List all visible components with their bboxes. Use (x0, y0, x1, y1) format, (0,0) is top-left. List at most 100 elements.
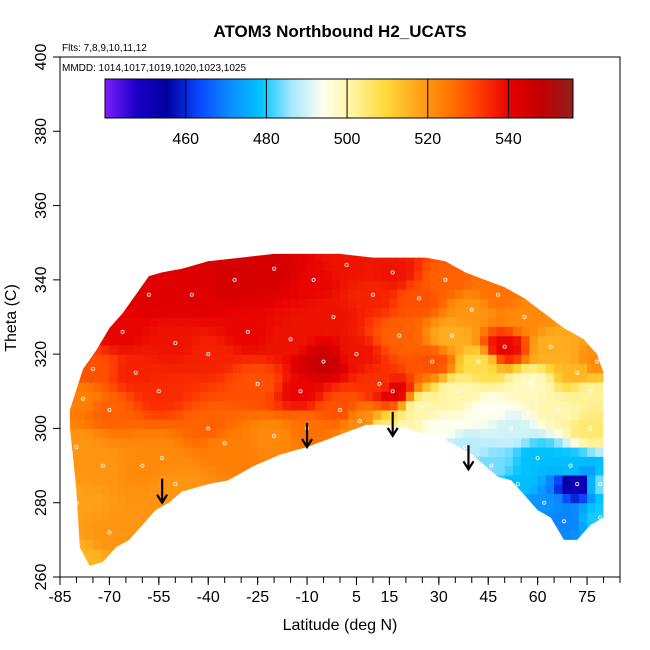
heatmap-cell (496, 530, 506, 541)
heatmap-cell (150, 549, 160, 559)
heatmap-cell (430, 363, 440, 374)
heatmap-cell (348, 298, 357, 309)
heatmap-cell (315, 465, 325, 476)
heatmap-cell (134, 261, 143, 272)
heatmap-cell (447, 243, 456, 253)
heatmap-cell (60, 549, 69, 559)
heatmap-cell (529, 400, 539, 411)
heatmap-cell (471, 298, 481, 309)
heatmap-cell (537, 521, 547, 532)
heatmap-cell (183, 298, 193, 309)
heatmap-cell (381, 391, 390, 402)
heatmap-cell (298, 428, 308, 439)
heatmap-cell (134, 363, 143, 374)
heatmap-cell (117, 279, 127, 290)
heatmap-cell (480, 419, 489, 429)
heatmap-cell (167, 372, 176, 383)
heatmap-cell (488, 270, 497, 281)
heatmap-cell (307, 539, 316, 550)
heatmap-cell (364, 253, 374, 262)
sample-point (140, 463, 145, 468)
sample-point (502, 344, 507, 349)
heatmap-cell (340, 493, 349, 504)
sample-point (206, 352, 211, 357)
heatmap-cell (241, 409, 250, 420)
heatmap-cell (537, 307, 547, 318)
heatmap-cell (69, 409, 77, 420)
heatmap-cell (438, 400, 448, 411)
heatmap-cell (464, 568, 473, 578)
heatmap-cell (364, 419, 374, 429)
heatmap-cell (324, 243, 333, 253)
heatmap-cell (545, 344, 555, 355)
heatmap-cell (604, 466, 613, 476)
heatmap-cell (512, 279, 522, 290)
heatmap-cell (562, 521, 572, 532)
heatmap-cell (562, 539, 572, 550)
sample-point (74, 444, 79, 449)
heatmap-cell (84, 354, 94, 364)
heatmap-cell (142, 391, 152, 402)
heatmap-cell (554, 354, 563, 364)
sample-point (288, 337, 293, 342)
heatmap-cell (241, 484, 250, 494)
heatmap-cell (265, 558, 275, 566)
heatmap-cell (167, 270, 176, 281)
heatmap-cell (216, 558, 226, 566)
heatmap-cell (69, 307, 77, 318)
heatmap-cell (504, 391, 514, 402)
heatmap-cell (438, 502, 448, 513)
heatmap-cell (372, 354, 382, 364)
heatmap-cell (224, 253, 234, 262)
heatmap-cell (504, 344, 514, 355)
sample-point (403, 426, 408, 431)
heatmap-cell (595, 391, 604, 402)
heatmap-cell (397, 270, 407, 281)
heatmap-cell (414, 558, 423, 566)
sample-point (272, 266, 277, 271)
heatmap-cell (282, 456, 292, 467)
heatmap-cell (60, 456, 69, 466)
heatmap-cell (488, 382, 497, 392)
heatmap-cell (340, 400, 349, 411)
heatmap-cell (282, 465, 292, 476)
heatmap-cell (397, 354, 407, 364)
heatmap-cell (414, 437, 423, 448)
heatmap-cell (69, 539, 77, 550)
heatmap-cell (208, 382, 217, 392)
heatmap-cell (471, 419, 481, 429)
heatmap-cell (414, 317, 423, 327)
heatmap-cell (612, 261, 621, 271)
heatmap-cell (389, 298, 399, 309)
y-tick-label: 380 (33, 118, 50, 145)
heatmap-cell (521, 326, 530, 337)
heatmap-cell (406, 243, 415, 253)
arrow-marker (462, 445, 475, 472)
heatmap-cell (488, 428, 497, 439)
heatmap-cell (348, 317, 357, 327)
heatmap-cell (364, 512, 374, 522)
heatmap-cell (60, 261, 69, 271)
heatmap-cell (315, 391, 325, 402)
heatmap-cell (150, 484, 160, 494)
heatmap-cell (60, 336, 69, 346)
heatmap-cell (471, 530, 481, 541)
heatmap-cell (496, 279, 506, 290)
heatmap-cell (364, 549, 374, 559)
heatmap-cell (504, 521, 514, 532)
heatmap-cell (331, 530, 341, 541)
heatmap-cell (438, 279, 448, 290)
sample-point (489, 463, 494, 468)
heatmap-cell (463, 493, 473, 504)
heatmap-cell (545, 298, 555, 309)
heatmap-cell (258, 243, 267, 253)
heatmap-cell (331, 484, 341, 494)
heatmap-cell (340, 289, 349, 299)
y-tick-label: 400 (33, 44, 50, 71)
heatmap-cell (545, 270, 555, 281)
heatmap-cell (323, 409, 333, 420)
heatmap-cell (274, 344, 283, 355)
heatmap-cell (488, 568, 497, 578)
heatmap-cell (290, 279, 300, 290)
heatmap-cell (224, 437, 234, 448)
